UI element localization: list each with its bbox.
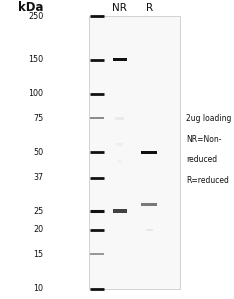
Text: 100: 100 xyxy=(28,89,43,98)
Text: 150: 150 xyxy=(28,55,43,64)
Text: reduced: reduced xyxy=(186,155,217,164)
Bar xyxy=(141,151,157,154)
Bar xyxy=(117,160,122,163)
Bar xyxy=(116,143,123,146)
Text: 20: 20 xyxy=(33,225,43,234)
Bar xyxy=(146,229,153,231)
Bar xyxy=(116,117,124,120)
Text: R: R xyxy=(146,4,153,13)
Text: 37: 37 xyxy=(33,173,43,182)
Bar xyxy=(141,203,157,206)
Bar xyxy=(89,16,180,289)
Text: kDa: kDa xyxy=(18,1,43,14)
Text: 25: 25 xyxy=(33,207,43,216)
Text: 10: 10 xyxy=(33,284,43,293)
Text: 250: 250 xyxy=(28,12,43,21)
Text: R=reduced: R=reduced xyxy=(186,176,229,185)
Text: 50: 50 xyxy=(33,148,43,157)
Text: NR=Non-: NR=Non- xyxy=(186,135,222,144)
Bar xyxy=(113,58,127,61)
Bar xyxy=(113,209,127,213)
Text: 15: 15 xyxy=(33,250,43,259)
Text: NR: NR xyxy=(112,4,127,13)
Text: 2ug loading: 2ug loading xyxy=(186,114,231,123)
Text: 75: 75 xyxy=(33,114,43,123)
